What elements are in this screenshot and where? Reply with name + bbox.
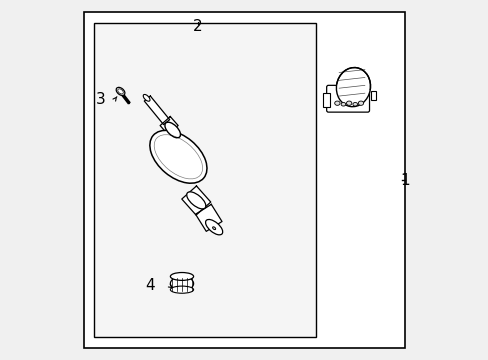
Polygon shape — [182, 186, 210, 215]
Ellipse shape — [336, 68, 370, 107]
Bar — [94, 23, 315, 337]
Text: 3: 3 — [95, 92, 105, 107]
Text: 1: 1 — [399, 172, 408, 188]
Polygon shape — [195, 204, 222, 231]
Ellipse shape — [143, 94, 150, 101]
Bar — [370, 91, 375, 100]
Polygon shape — [160, 117, 178, 135]
Ellipse shape — [205, 220, 222, 235]
Ellipse shape — [170, 273, 193, 280]
Text: 2: 2 — [193, 18, 203, 33]
Ellipse shape — [164, 122, 180, 138]
Bar — [323, 93, 329, 107]
Ellipse shape — [116, 87, 124, 95]
Ellipse shape — [358, 101, 363, 105]
Ellipse shape — [170, 276, 193, 291]
Ellipse shape — [149, 130, 206, 183]
Ellipse shape — [186, 192, 205, 209]
Polygon shape — [144, 96, 169, 125]
Text: 4: 4 — [145, 278, 155, 293]
Ellipse shape — [334, 101, 339, 105]
Ellipse shape — [352, 103, 357, 106]
Ellipse shape — [346, 101, 351, 105]
Ellipse shape — [118, 89, 123, 94]
Ellipse shape — [212, 227, 215, 230]
FancyBboxPatch shape — [326, 85, 369, 112]
Ellipse shape — [170, 286, 193, 293]
Ellipse shape — [341, 103, 345, 106]
